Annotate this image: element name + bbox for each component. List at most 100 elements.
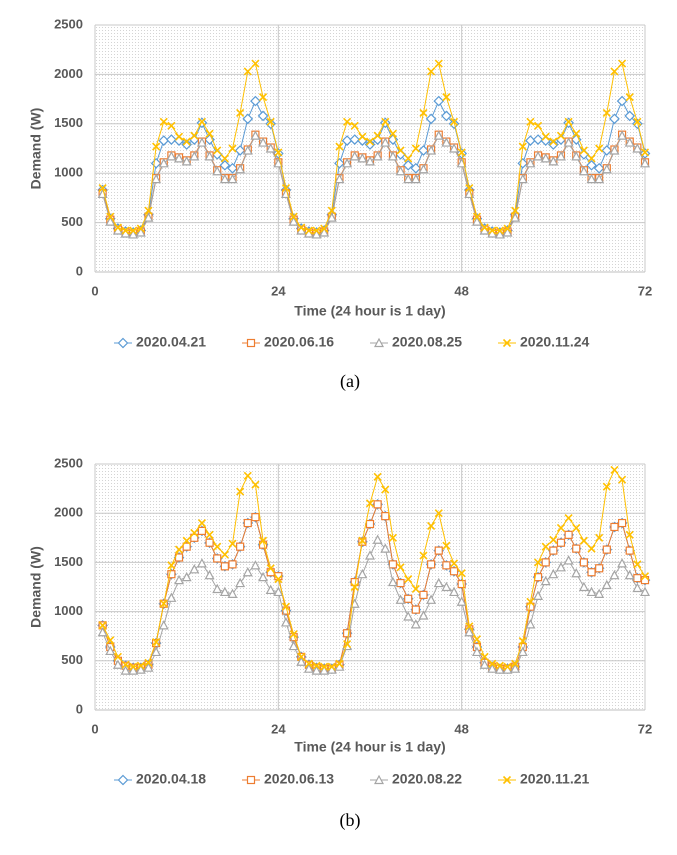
marker [381,485,390,494]
marker [106,636,115,645]
marker [601,145,613,156]
marker [587,544,596,553]
marker [533,558,543,567]
marker [204,134,215,145]
marker [326,212,337,222]
marker [572,129,581,138]
marker [365,499,375,508]
marker [427,521,436,531]
marker [387,576,398,587]
marker [449,117,459,126]
marker [166,134,177,145]
marker [143,212,154,222]
marker [236,542,245,551]
marker [250,560,261,570]
legend-marker [246,338,256,348]
marker [594,173,605,184]
marker [136,661,145,670]
marker [488,659,497,668]
marker [564,530,573,539]
marker [349,151,360,161]
marker [495,661,504,670]
marker [228,539,237,548]
marker [471,216,482,226]
marker [418,610,429,620]
marker [373,131,382,140]
marker [602,108,611,117]
marker [465,622,474,631]
marker [442,93,451,102]
marker [357,153,368,163]
marker [190,131,199,140]
marker [410,173,421,184]
marker [595,533,604,542]
marker [632,143,643,153]
marker [541,542,550,551]
marker [372,151,383,161]
marker [258,571,269,582]
marker [129,226,138,235]
marker [616,95,628,107]
marker [343,117,352,126]
marker [135,664,146,674]
y-tick-label: 500 [61,652,83,667]
marker [610,465,619,474]
marker [335,659,344,668]
y-tick-label: 1000 [54,603,83,618]
marker [197,518,207,528]
marker [213,542,222,551]
marker [426,594,437,604]
marker [327,206,336,215]
marker [250,95,261,107]
marker [205,129,214,138]
marker [289,212,298,221]
marker [136,224,145,233]
marker [197,117,207,126]
marker [129,662,138,671]
marker [578,165,589,176]
marker [609,113,620,125]
marker [593,162,605,174]
marker [312,661,321,670]
marker [410,619,421,629]
marker [494,664,505,674]
marker [357,568,368,579]
marker [601,579,612,590]
marker [189,564,200,574]
marker [418,145,429,156]
x-tick-label: 0 [91,283,98,298]
legend-marker [117,774,129,786]
marker [213,146,222,155]
marker [517,173,528,184]
marker [243,518,252,528]
legend-marker [117,337,129,349]
marker [503,224,512,233]
marker [189,151,200,161]
marker [434,509,443,518]
y-tick-label: 1500 [54,115,83,130]
marker [167,561,176,570]
marker [442,561,451,570]
marker [579,558,588,567]
marker [197,526,207,536]
marker [434,59,443,68]
marker [288,216,299,226]
marker [495,226,504,235]
marker [526,117,535,126]
marker [320,224,329,233]
marker [274,148,283,157]
marker [281,183,291,193]
marker [174,153,185,163]
marker [128,229,139,239]
x-tick-label: 48 [454,283,468,298]
marker [358,132,367,141]
marker [236,487,245,496]
marker [525,619,536,629]
marker [540,153,551,163]
legend-label: 2020.08.25 [392,334,462,350]
marker [625,546,634,555]
marker [365,519,375,529]
marker [549,137,558,146]
marker [144,206,153,215]
marker [511,659,520,668]
